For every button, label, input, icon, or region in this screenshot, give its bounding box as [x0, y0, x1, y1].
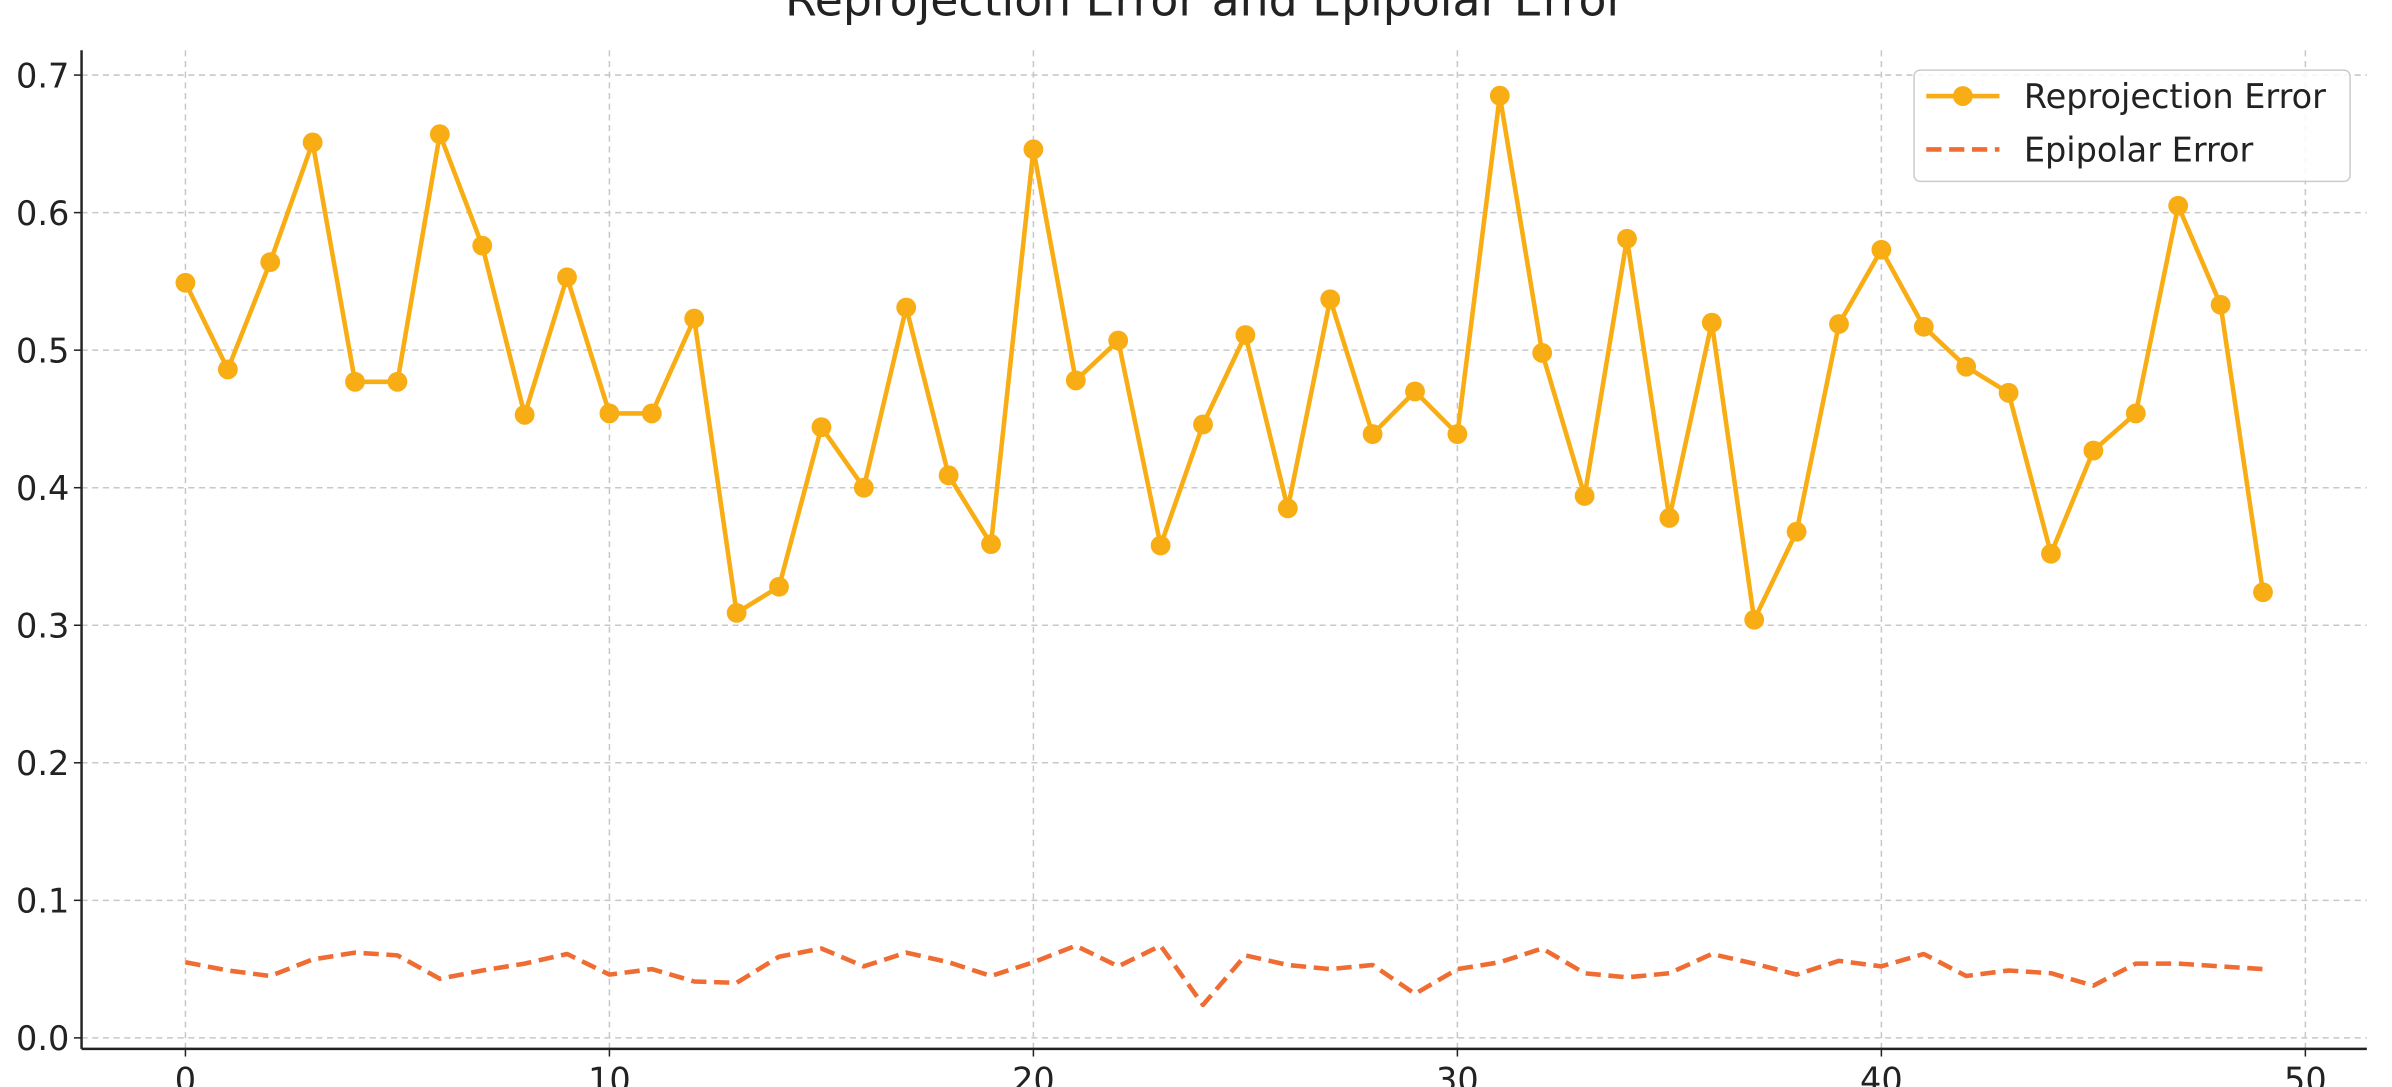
point — [217, 359, 238, 380]
y-tick-label: 0.0 — [16, 1019, 69, 1058]
point — [1786, 521, 1807, 542]
point — [599, 403, 620, 424]
legend: Reprojection Error Epipolar Error — [1913, 69, 2351, 183]
point — [472, 235, 493, 256]
point — [2083, 440, 2104, 461]
point — [175, 272, 196, 293]
point — [1235, 325, 1256, 345]
point — [2125, 403, 2146, 424]
point — [2041, 543, 2061, 564]
x-tick-label: 20 — [1012, 1061, 1055, 1087]
point — [387, 371, 408, 392]
point — [1362, 424, 1383, 444]
point — [811, 417, 832, 438]
legend-marker — [1952, 86, 1973, 106]
x-tick-label: 50 — [2284, 1061, 2327, 1087]
y-tick-label: 0.6 — [16, 194, 69, 233]
point — [557, 267, 577, 288]
point — [1913, 316, 1934, 337]
point — [429, 124, 450, 145]
chart-title: Reprojection Error and Epipolar Error — [785, 0, 1626, 26]
legend-label: Reprojection Error — [2024, 77, 2326, 116]
point — [1617, 228, 1637, 249]
y-tick-label: 0.5 — [16, 331, 69, 370]
point — [726, 602, 747, 623]
point — [1489, 85, 1510, 106]
point — [2168, 195, 2189, 216]
x-tick-label: 10 — [588, 1061, 631, 1087]
point — [1701, 312, 1722, 333]
point — [514, 404, 535, 425]
point — [1447, 424, 1468, 444]
y-tick-label: 0.3 — [16, 606, 69, 645]
point — [1023, 139, 1044, 160]
point — [1744, 609, 1765, 630]
point — [641, 403, 662, 424]
point — [1532, 342, 1553, 363]
point — [1659, 508, 1680, 528]
point — [1956, 356, 1977, 377]
point — [769, 576, 789, 597]
point — [684, 308, 705, 329]
point — [1108, 330, 1129, 351]
y-tick-label: 0.2 — [16, 744, 69, 783]
y-tick-label: 0.7 — [16, 56, 69, 95]
point — [302, 132, 323, 153]
point — [1277, 498, 1298, 519]
legend-box — [1913, 69, 2351, 183]
x-tick-label: 30 — [1436, 1061, 1479, 1087]
point — [938, 465, 959, 486]
point — [2210, 294, 2231, 315]
x-tick-label: 0 — [175, 1061, 196, 1087]
point — [260, 252, 281, 273]
legend-label: Epipolar Error — [2024, 131, 2254, 170]
point — [1065, 370, 1086, 391]
point — [1829, 314, 1849, 334]
y-tick-label: 0.1 — [16, 882, 69, 921]
point — [1574, 486, 1595, 506]
point — [1193, 414, 1213, 435]
point — [896, 297, 917, 318]
series-line — [183, 93, 2266, 623]
point — [853, 477, 874, 498]
point — [1998, 382, 2019, 403]
point — [1871, 239, 1892, 260]
point — [1320, 289, 1341, 310]
y-tick-label: 0.4 — [16, 469, 69, 508]
point — [2253, 582, 2273, 603]
point — [1405, 381, 1425, 402]
series-line — [184, 943, 2264, 1008]
point — [1150, 535, 1171, 556]
point — [345, 371, 365, 392]
x-tick-label: 40 — [1860, 1061, 1903, 1087]
point — [981, 534, 1001, 555]
